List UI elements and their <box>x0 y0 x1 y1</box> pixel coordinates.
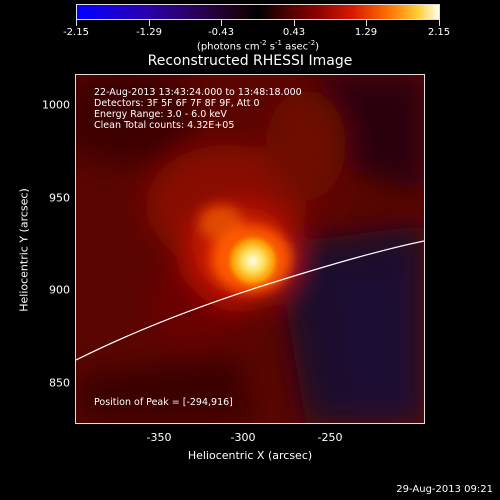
x-tick-label: -300 <box>230 431 256 444</box>
peak-position-text: Position of Peak = [-294,916] <box>94 397 233 408</box>
rhessi-image-plot[interactable] <box>75 74 425 424</box>
colorbar-units: (photons cm-2 s-1 asec-2) <box>196 39 320 53</box>
plot-title: Reconstructed RHESSI Image <box>147 53 353 69</box>
colorbar-tick <box>294 20 295 26</box>
solar-limb <box>76 240 424 361</box>
colorbar-tick-label: -1.29 <box>136 27 162 38</box>
y-axis-title: Heliocentric Y (arcsec) <box>17 188 31 312</box>
colorbar-tick-label: 0.43 <box>282 27 306 38</box>
colorbar-tick-label: -0.43 <box>208 27 234 38</box>
x-axis-title: Heliocentric X (arcsec) <box>187 449 313 462</box>
x-tick-label: -350 <box>146 431 172 444</box>
colorbar-tick <box>221 20 222 26</box>
clean-counts-text: Clean Total counts: 4.32E+05 <box>94 120 235 131</box>
detectors-text: Detectors: 3F 5F 6F 7F 8F 9F, Att 0 <box>94 98 260 109</box>
rhessi-image <box>76 75 424 423</box>
colorbar-tick <box>366 20 367 26</box>
colorbar-tick-label: 2.15 <box>427 27 451 38</box>
colorbar-tick <box>149 20 150 26</box>
y-tick-label: 850 <box>49 376 70 390</box>
colorbar-tick <box>439 20 440 26</box>
time-range-text: 22-Aug-2013 13:43:24.000 to 13:48:18.000 <box>94 87 302 98</box>
energy-range-text: Energy Range: 3.0 - 6.0 keV <box>94 109 227 120</box>
generation-timestamp: 29-Aug-2013 09:21 <box>396 484 493 495</box>
x-tick-label: -250 <box>317 431 343 444</box>
y-tick-label: 1000 <box>42 98 70 112</box>
colorbar <box>76 4 440 20</box>
colorbar-tick-label: 1.29 <box>354 27 378 38</box>
y-tick-label: 950 <box>49 191 70 205</box>
y-tick-label: 900 <box>49 283 70 297</box>
colorbar-tick <box>76 20 77 26</box>
colorbar-tick-label: -2.15 <box>63 27 89 38</box>
